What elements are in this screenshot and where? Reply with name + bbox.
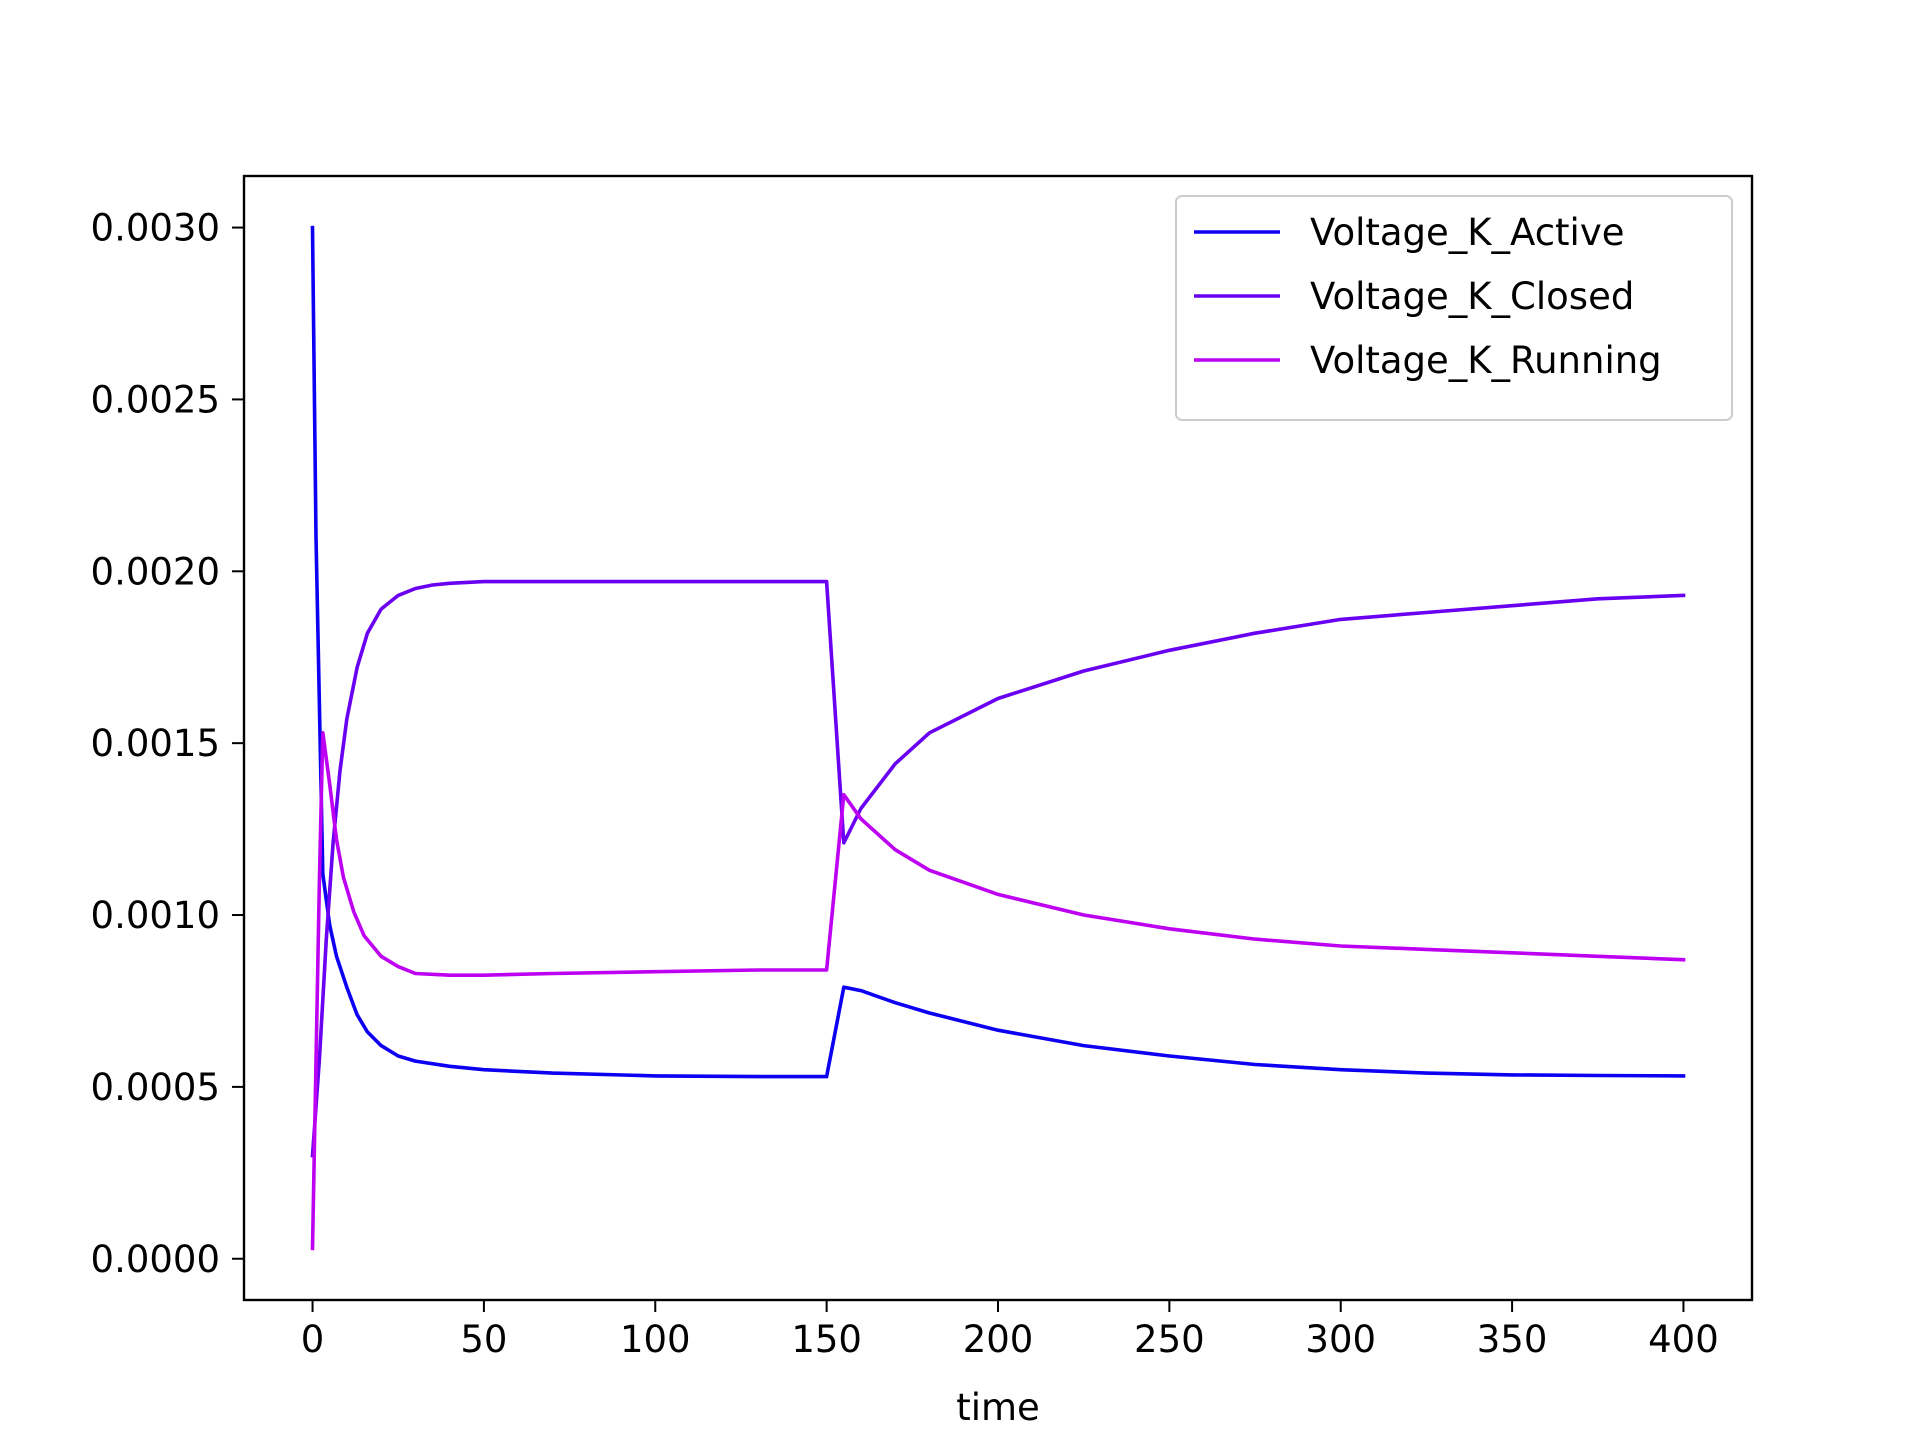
y-tick-label: 0.0000: [91, 1238, 220, 1281]
y-axis: 0.0000 0.0005 0.0010 0.0015 0.0020 0.0025 0.00…: [91, 207, 244, 1281]
x-tick-label: 400: [1648, 1318, 1719, 1361]
y-tick-label: 0.0015: [91, 722, 220, 765]
y-tick-label: 0.0005: [91, 1066, 220, 1109]
legend-label: Voltage_K_Closed: [1310, 275, 1634, 318]
series-line-voltage-k-closed: [310, 579, 1686, 1158]
series-line-voltage-k-active: [310, 225, 1686, 1079]
x-axis-label: time: [956, 1386, 1040, 1429]
legend-box: [1175, 195, 1733, 421]
y-tick-label: 0.0020: [91, 550, 220, 593]
x-tick-label: 250: [1134, 1318, 1205, 1361]
x-tick-label: 50: [460, 1318, 507, 1361]
legend: Voltage_K_Active Voltage_K_Closed Voltage_…: [1175, 195, 1733, 421]
y-tick-label: 0.0030: [91, 207, 220, 250]
series-line-voltage-k-running: [310, 730, 1686, 1251]
x-axis: 0 50 100 150 200 250 300 350 400: [301, 1300, 1719, 1361]
x-tick-label: 200: [963, 1318, 1034, 1361]
y-tick-label: 0.0025: [91, 378, 220, 421]
x-tick-label: 0: [301, 1318, 325, 1361]
x-tick-label: 150: [791, 1318, 862, 1361]
legend-label: Voltage_K_Active: [1310, 211, 1625, 254]
x-tick-label: 300: [1305, 1318, 1376, 1361]
x-tick-label: 350: [1477, 1318, 1548, 1361]
y-tick-label: 0.0010: [91, 894, 220, 937]
x-tick-label: 100: [620, 1318, 691, 1361]
legend-label: Voltage_K_Running: [1310, 339, 1662, 382]
series-layer: [310, 225, 1686, 1251]
